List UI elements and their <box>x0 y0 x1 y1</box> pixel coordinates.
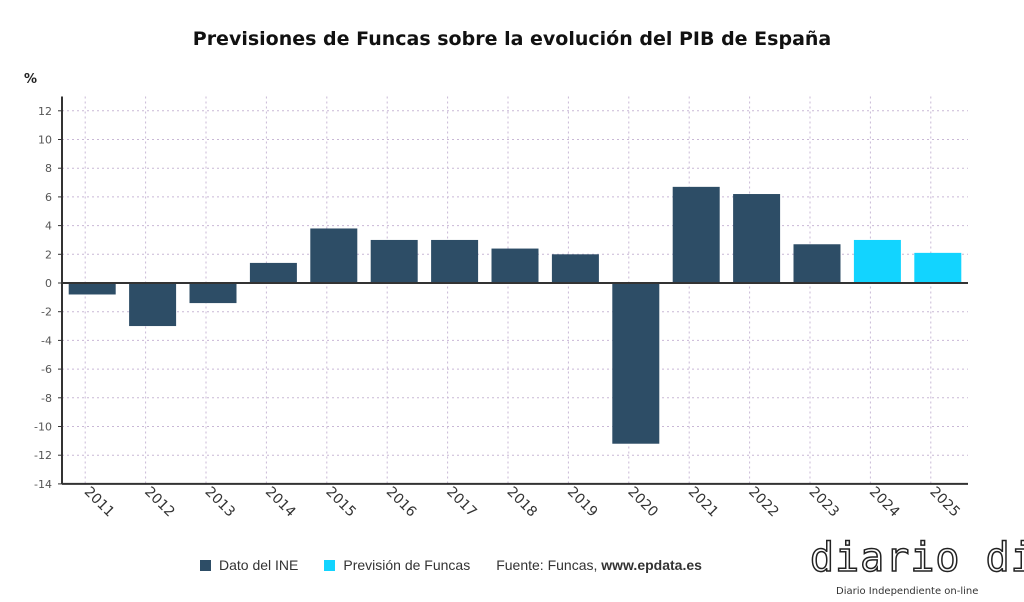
bar-2023 <box>793 244 841 283</box>
bar-2013 <box>189 283 237 304</box>
legend: Dato del INE Previsión de Funcas Fuente:… <box>200 556 702 574</box>
x-tick-label: 2013 <box>202 484 239 521</box>
x-tick-label: 2015 <box>322 484 359 521</box>
y-tick-label: 12 <box>38 105 52 118</box>
x-tick-label: 2024 <box>866 484 903 521</box>
y-tick-label: -2 <box>41 306 52 319</box>
bar-2018 <box>491 248 539 283</box>
bar-2015 <box>310 228 358 283</box>
x-tick-label: 2022 <box>745 484 782 521</box>
x-tick-label: 2017 <box>443 484 480 521</box>
y-tick-label: 10 <box>38 134 52 147</box>
legend-item-funcas: Previsión de Funcas <box>324 556 470 574</box>
y-tick-label: -8 <box>41 392 52 405</box>
x-tick-label: 2021 <box>685 484 722 521</box>
watermark-logo: diario dia <box>809 535 1024 581</box>
bar-2017 <box>431 239 479 283</box>
y-tick-label: 6 <box>45 191 52 204</box>
chart-title: Previsiones de Funcas sobre la evolución… <box>192 28 832 50</box>
bar-2024 <box>853 239 901 283</box>
y-tick-label: -12 <box>34 449 52 462</box>
legend-item-ine: Dato del INE <box>200 556 298 574</box>
y-tick-label: -6 <box>41 363 52 376</box>
bar-2012 <box>129 283 177 327</box>
x-tick-label: 2016 <box>383 484 420 521</box>
y-tick-label: 4 <box>45 220 52 233</box>
x-tick-label: 2012 <box>141 484 178 521</box>
source-note: Fuente: Funcas, www.epdata.es <box>496 557 702 573</box>
y-axis-unit: % <box>24 72 38 87</box>
bar-chart: 12 10 8 6 4 2 0 -2 -4 -6 -8 -10 -12 -14 2011 2012 2013 20… <box>34 96 968 521</box>
x-tick-label: 2018 <box>504 484 541 521</box>
bar-2022 <box>733 194 781 283</box>
x-tick-label: 2023 <box>806 484 843 521</box>
x-tick-label: 2025 <box>926 484 963 521</box>
y-tick-label: 2 <box>45 248 52 261</box>
y-tick-label: -4 <box>41 334 52 347</box>
bar-2016 <box>370 239 418 283</box>
bar-2019 <box>551 254 599 283</box>
bar-2020 <box>612 283 660 444</box>
bar-2011 <box>68 283 116 295</box>
x-tick-label: 2011 <box>81 484 118 521</box>
x-tick-label: 2020 <box>624 484 661 521</box>
x-tick-label: 2014 <box>262 484 299 521</box>
bar-2025 <box>914 252 962 283</box>
y-tick-label: 0 <box>45 277 52 290</box>
x-tick-label: 2019 <box>564 484 601 521</box>
y-tick-label: -10 <box>34 421 52 434</box>
watermark-tagline: Diario Independiente on-line <box>836 586 979 597</box>
bar-2021 <box>672 186 720 283</box>
y-tick-label: 8 <box>45 162 52 175</box>
bar-2014 <box>249 262 297 283</box>
y-tick-label: -14 <box>34 478 52 491</box>
